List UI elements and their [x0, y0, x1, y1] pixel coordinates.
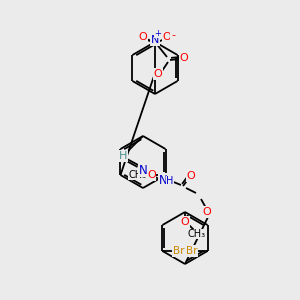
Text: CH₃: CH₃	[128, 170, 147, 180]
Text: Br: Br	[186, 246, 197, 256]
Text: N: N	[159, 173, 167, 187]
Text: O: O	[181, 217, 189, 227]
Text: O: O	[163, 32, 171, 42]
Text: O: O	[147, 170, 156, 180]
Text: H: H	[119, 151, 127, 161]
Text: -: -	[171, 30, 175, 40]
Text: N: N	[139, 164, 147, 176]
Text: O: O	[154, 69, 162, 79]
Text: O: O	[180, 53, 188, 63]
Text: O: O	[187, 171, 195, 181]
Text: H: H	[166, 176, 174, 186]
Text: +: +	[154, 28, 161, 38]
Text: CH₃: CH₃	[188, 229, 206, 239]
Text: O: O	[139, 32, 147, 42]
Text: Br: Br	[173, 246, 184, 256]
Text: O: O	[202, 207, 211, 217]
Text: N: N	[151, 35, 159, 45]
